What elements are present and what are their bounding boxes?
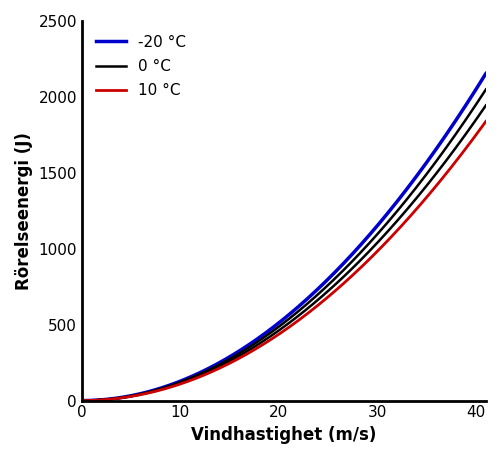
Line: -20 °C: -20 °C (82, 73, 486, 401)
10 °C (483, 119, 489, 124)
-20 °C (298, 302, 304, 308)
-20 °C (79, 398, 85, 403)
0 °C (271, 328, 277, 333)
0 °C (298, 307, 304, 312)
-20 °C (319, 282, 325, 287)
10 °C (298, 316, 304, 322)
-20 °C (271, 324, 277, 330)
0 °C (319, 288, 325, 293)
0 °C (410, 189, 416, 194)
Line: 0 °C: 0 °C (82, 90, 486, 401)
10 °C (79, 398, 85, 403)
0 °C (483, 87, 489, 92)
10 °C (410, 210, 416, 216)
X-axis label: Vindhastighet (m/s): Vindhastighet (m/s) (191, 426, 377, 444)
-20 °C (410, 178, 416, 184)
0 °C (473, 101, 479, 107)
10 °C (271, 335, 277, 341)
0 °C (273, 326, 279, 331)
-20 °C (273, 322, 279, 328)
10 °C (319, 299, 325, 304)
-20 °C (483, 71, 489, 76)
Line: 10 °C: 10 °C (82, 122, 486, 401)
10 °C (473, 132, 479, 137)
Y-axis label: Rörelseenergi (J): Rörelseenergi (J) (15, 132, 33, 290)
Legend: -20 °C, 0 °C, 10 °C: -20 °C, 0 °C, 10 °C (90, 28, 192, 104)
0 °C (79, 398, 85, 403)
-20 °C (473, 86, 479, 92)
10 °C (273, 333, 279, 339)
